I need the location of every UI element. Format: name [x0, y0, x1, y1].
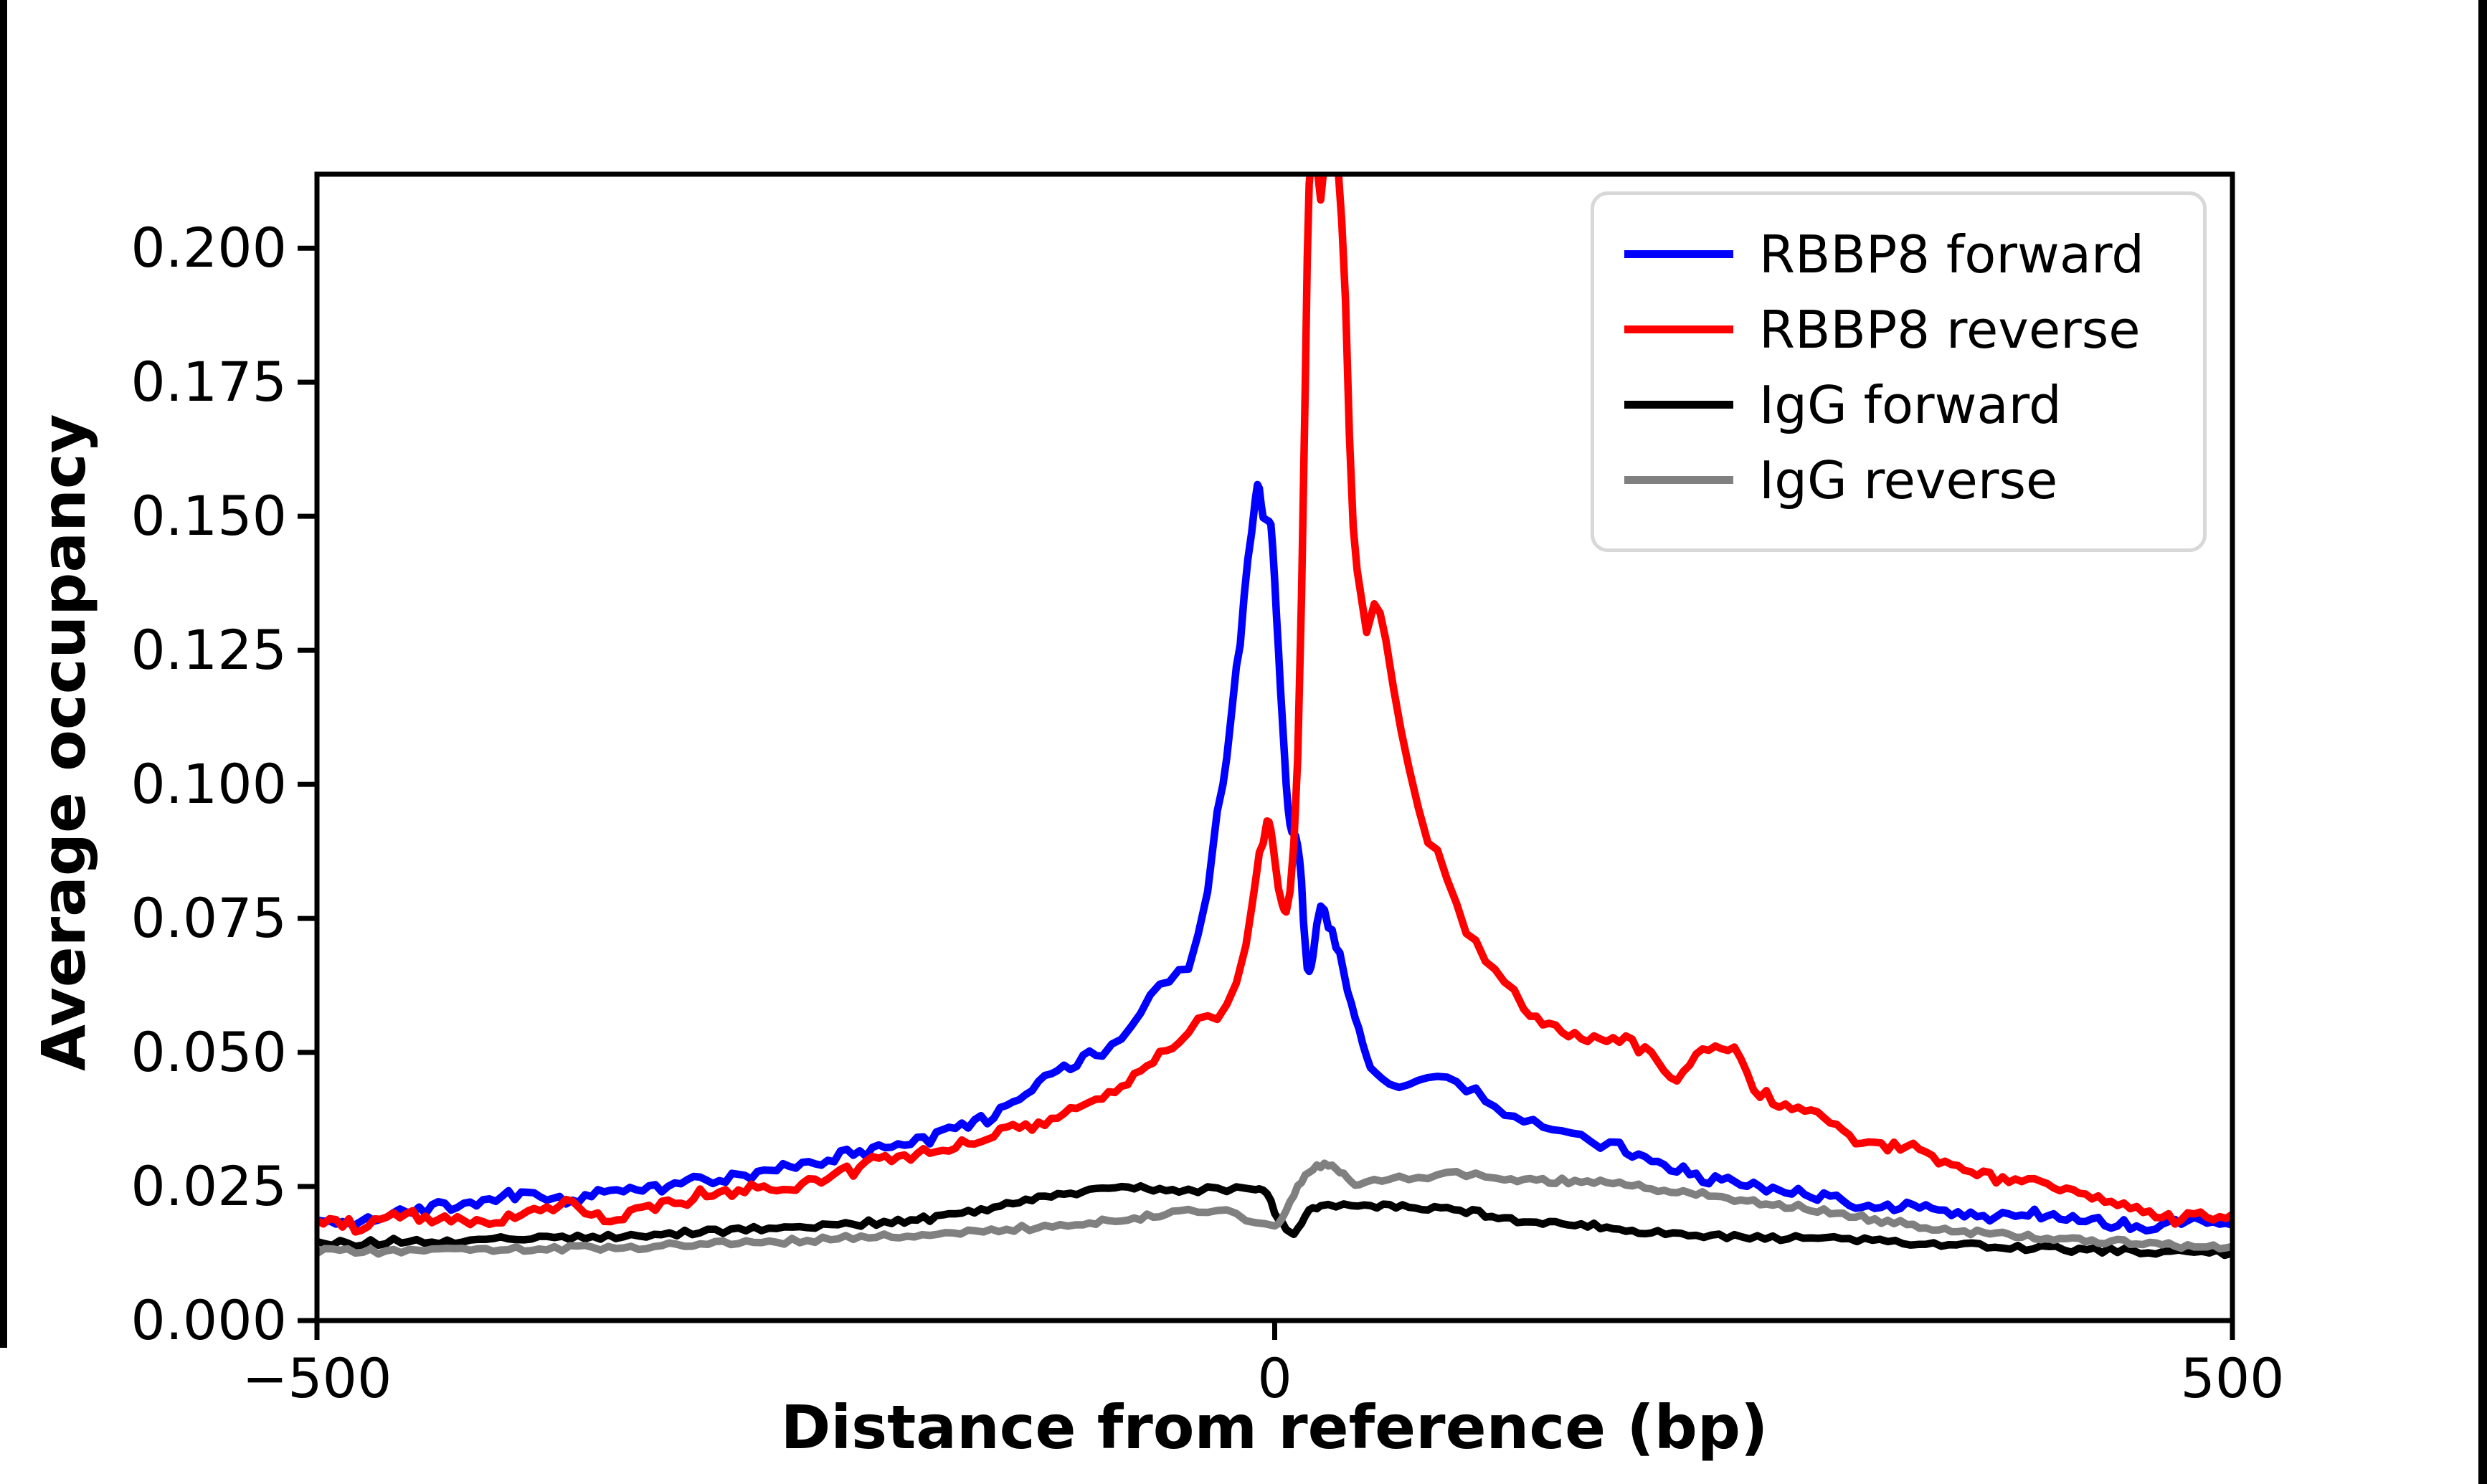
- legend-box: RBBP8 forward RBBP8 reverse IgG forward IgG…: [1591, 191, 2207, 552]
- series-line-rbbp8-forward: [317, 480, 2232, 1235]
- y-tick-label: 0.000: [131, 1288, 287, 1352]
- screen-border-left: [0, 0, 7, 1348]
- legend-label: RBBP8 reverse: [1759, 299, 2141, 360]
- series-line-igg-forward: [317, 1181, 2232, 1260]
- y-axis-label: Average occupancy: [29, 414, 99, 1071]
- legend-label: IgG reverse: [1759, 450, 2058, 510]
- y-tick-label: 0.075: [131, 886, 287, 951]
- y-tick-label: 0.025: [131, 1154, 287, 1219]
- axis-ticks: [298, 245, 2235, 1340]
- x-axis-label: Distance from reference (bp): [780, 1392, 1768, 1462]
- legend-line-swatch: [1624, 250, 1733, 258]
- series-curves: [317, 174, 2232, 1260]
- y-tick-label: 0.125: [131, 618, 287, 682]
- x-tick-label: −500: [242, 1346, 392, 1410]
- y-tick-label: 0.150: [131, 484, 287, 548]
- legend-item-rbbp8-forward: RBBP8 forward: [1594, 217, 2203, 292]
- y-tick-label: 0.175: [131, 350, 287, 414]
- y-tick-label: 0.100: [131, 752, 287, 817]
- y-tick-label: 0.200: [131, 216, 287, 280]
- series-line-rbbp8-reverse: [317, 174, 2232, 1236]
- legend-line-swatch: [1624, 325, 1733, 333]
- x-tick-label: 0: [1257, 1346, 1292, 1410]
- legend-line-swatch: [1624, 476, 1733, 484]
- series-line-igg-reverse: [317, 1159, 2232, 1258]
- legend-label: RBBP8 forward: [1759, 224, 2144, 285]
- legend-line-swatch: [1624, 401, 1733, 409]
- plot-spines: [314, 171, 2235, 1323]
- legend-label: IgG forward: [1759, 374, 2062, 435]
- screen-border-right: [2478, 0, 2487, 1484]
- legend-item-igg-forward: IgG forward: [1594, 367, 2203, 442]
- legend-item-rbbp8-reverse: RBBP8 reverse: [1594, 292, 2203, 367]
- legend-item-igg-reverse: IgG reverse: [1594, 442, 2203, 518]
- y-tick-label: 0.050: [131, 1020, 287, 1085]
- x-tick-label: 500: [2180, 1346, 2285, 1410]
